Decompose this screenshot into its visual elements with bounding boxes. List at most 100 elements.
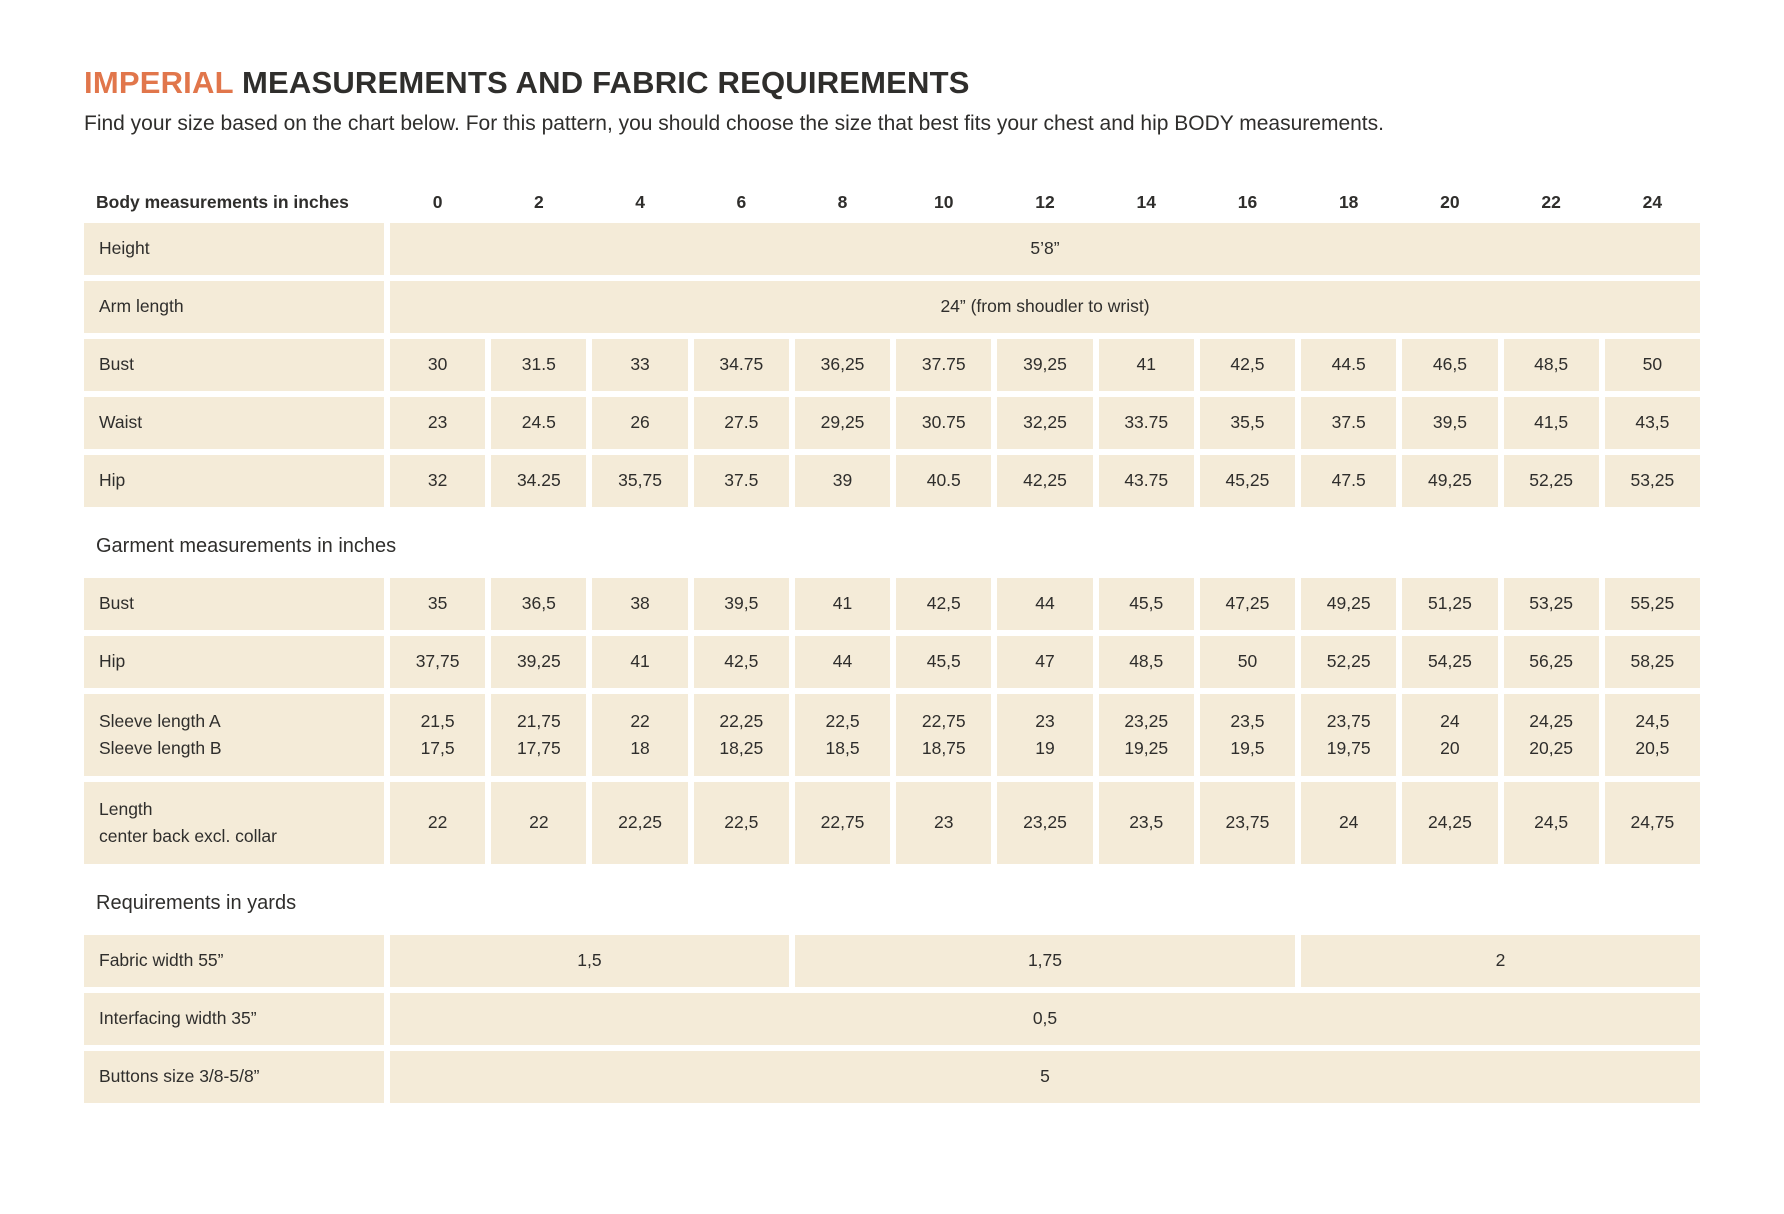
row-label-lines: Length center back excl. collar: [99, 796, 277, 849]
cell-value: 53,25: [1503, 577, 1599, 630]
cell-value: 35: [390, 577, 486, 630]
cell-value-b: 17,5: [420, 737, 455, 758]
cell-value: 23,75 19,75: [1301, 693, 1397, 776]
row-label-line1: Sleeve length A: [99, 711, 221, 732]
cell-value: 43,5: [1604, 396, 1700, 449]
cell-value: 44: [794, 635, 891, 688]
cell-value: 42,5: [1199, 338, 1296, 391]
cell-value: 44.5: [1301, 338, 1397, 391]
cell-group-value: 1,5: [390, 934, 789, 987]
cell-value: 22,75 18,75: [896, 693, 992, 776]
cell-value: 32: [390, 454, 486, 507]
cell-value: 24,25: [1402, 781, 1498, 864]
cell-value: 42,5: [896, 577, 992, 630]
cell-value: 40.5: [896, 454, 992, 507]
cell-value: 22,5: [693, 781, 789, 864]
cell-value: 41,5: [1503, 396, 1599, 449]
cell-value: 34.75: [693, 338, 789, 391]
cell-value-lines: 24 20: [1440, 708, 1459, 761]
page-title: IMPERIAL MEASUREMENTS AND FABRIC REQUIRE…: [84, 64, 1700, 101]
cell-value: 24 20: [1402, 693, 1498, 776]
table-row: Sleeve length A Sleeve length B 21,5 17,5 21…: [84, 693, 1700, 776]
cell-value-lines: 22 18: [630, 708, 649, 761]
row-label: Fabric width 55”: [84, 934, 384, 987]
cell-value: 41: [1098, 338, 1194, 391]
cell-span-value: 24” (from shoudler to wrist): [390, 280, 1700, 333]
size-column-header: 6: [736, 191, 747, 212]
row-label: Waist: [84, 396, 384, 449]
cell-value-b: 19: [1035, 737, 1055, 758]
cell-value: 23: [896, 781, 992, 864]
cell-value: 43.75: [1098, 454, 1194, 507]
cell-value: 45,25: [1199, 454, 1296, 507]
cell-value: 26: [592, 396, 688, 449]
size-column-header: 24: [1642, 191, 1663, 212]
cell-value: 22,75: [794, 781, 891, 864]
cell-value: 46,5: [1402, 338, 1498, 391]
table-row: Bust 35 36,5 38 39,5 41 42,5 44 45,5 47,25 49,25 51…: [84, 577, 1700, 630]
cell-value: 30: [390, 338, 486, 391]
cell-value: 24,25 20,25: [1503, 693, 1599, 776]
size-column-header: 12: [1035, 191, 1055, 212]
cell-value: 22 18: [592, 693, 688, 776]
cell-value-lines: 24,5 20,5: [1635, 708, 1669, 761]
table-row: Height 5’8”: [84, 222, 1700, 275]
table-row: Arm length 24” (from shoudler to wrist): [84, 280, 1700, 333]
cell-value: 36,5: [491, 577, 587, 630]
cell-value: 23,75: [1199, 781, 1296, 864]
cell-value: 51,25: [1402, 577, 1498, 630]
title-rest: MEASUREMENTS AND FABRIC REQUIREMENTS: [233, 65, 970, 100]
table-header-row: Body measurements in inches 0 2 4 6 8 10 12 14 16…: [84, 192, 1700, 213]
cell-value-b: 20: [1440, 737, 1460, 758]
cell-value: 54,25: [1402, 635, 1498, 688]
cell-value-b: 19,5: [1230, 737, 1265, 758]
row-label-line1: Length: [99, 799, 153, 820]
cell-value: 23: [390, 396, 486, 449]
cell-value: 22,25 18,25: [693, 693, 789, 776]
row-label: Sleeve length A Sleeve length B: [84, 693, 384, 776]
cell-value-lines: 24,25 20,25: [1529, 708, 1573, 761]
cell-value: 48,5: [1503, 338, 1599, 391]
cell-value-a: 22: [630, 711, 650, 732]
cell-value-a: 22,75: [921, 711, 966, 732]
cell-value-a: 22,25: [719, 711, 764, 732]
row-label: Bust: [84, 577, 384, 630]
cell-value-b: 18,25: [719, 737, 764, 758]
row-label: Length center back excl. collar: [84, 781, 384, 864]
cell-value-b: 20,5: [1635, 737, 1670, 758]
cell-value: 27.5: [693, 396, 789, 449]
row-label: Arm length: [84, 280, 384, 333]
page-subtitle: Find your size based on the chart below.…: [84, 112, 1384, 136]
table-row: Length center back excl. collar 22 22 22,25 2…: [84, 781, 1700, 864]
cell-value: 22: [491, 781, 587, 864]
cell-value: 23,25: [997, 781, 1093, 864]
cell-value: 41: [794, 577, 891, 630]
size-column-header: 8: [837, 191, 848, 212]
cell-value: 48,5: [1098, 635, 1194, 688]
cell-value: 42,25: [997, 454, 1093, 507]
cell-value: 49,25: [1301, 577, 1397, 630]
cell-value-b: 18,75: [921, 737, 966, 758]
table-row: Waist 23 24.5 26 27.5 29,25 30.75 32,25 33.75 35,…: [84, 396, 1700, 449]
cell-value: 24,75: [1604, 781, 1700, 864]
size-column-header: 0: [432, 191, 443, 212]
cell-value: 23,5 19,5: [1199, 693, 1296, 776]
cell-value: 24,5 20,5: [1604, 693, 1700, 776]
cell-value: 30.75: [896, 396, 992, 449]
cell-value-a: 24,25: [1529, 711, 1574, 732]
cell-value-a: 23,25: [1124, 711, 1169, 732]
row-label: Height: [84, 222, 384, 275]
cell-value-lines: 23,5 19,5: [1230, 708, 1264, 761]
cell-span-value: 5’8”: [390, 222, 1700, 275]
row-label-lines: Sleeve length A Sleeve length B: [99, 708, 222, 761]
cell-value: 23,25 19,25: [1098, 693, 1194, 776]
cell-value-lines: 23,75 19,75: [1327, 708, 1371, 761]
size-column-header: 22: [1541, 191, 1561, 212]
cell-value: 52,25: [1503, 454, 1599, 507]
size-column-header: 4: [635, 191, 645, 212]
cell-value: 37.5: [1301, 396, 1397, 449]
cell-value-b: 18: [630, 737, 650, 758]
cell-value: 22,5 18,5: [794, 693, 891, 776]
cell-value: 39,5: [693, 577, 789, 630]
